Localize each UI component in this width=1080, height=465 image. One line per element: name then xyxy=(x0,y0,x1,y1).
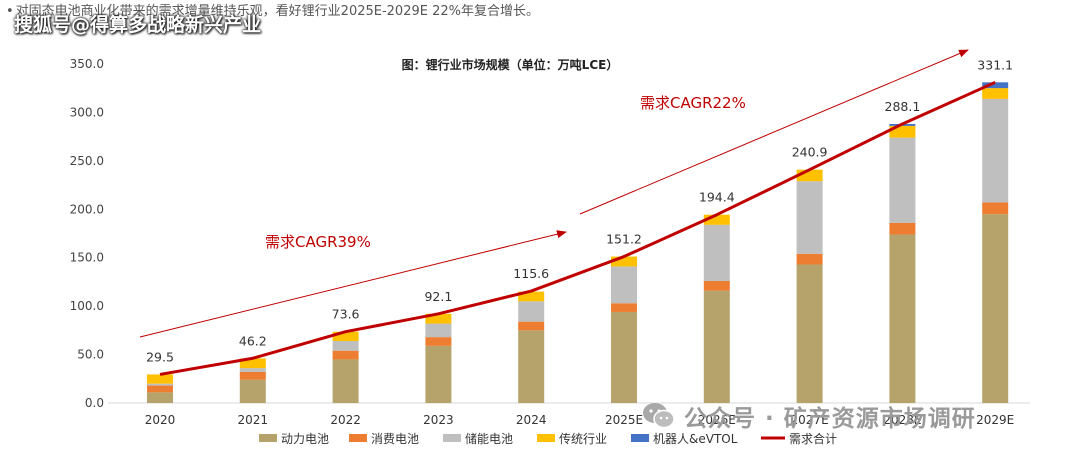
data-label: 331.1 xyxy=(977,57,1013,72)
y-tick-label: 100.0 xyxy=(70,299,104,313)
bar-segment xyxy=(518,330,545,403)
wechat-watermark: 公众号 · 矿产资源市场调研 xyxy=(642,398,976,434)
bar-segment xyxy=(518,321,545,331)
legend-label: 需求合计 xyxy=(789,431,837,446)
legend-swatch xyxy=(443,434,461,442)
bar-segment xyxy=(147,392,173,403)
data-label: 151.2 xyxy=(606,232,642,247)
bar-segment xyxy=(332,350,359,360)
header-caption: • 对固态电池商业化带来的需求增量维持乐观，看好锂行业2025E-2029E 22… xyxy=(0,0,1080,20)
x-tick-label: 2024 xyxy=(516,413,547,427)
bar-segment xyxy=(703,280,730,291)
legend-swatch xyxy=(349,434,367,442)
cagr-annotation: 需求CAGR39% xyxy=(265,233,371,251)
header-text: 对固态电池商业化带来的需求增量维持乐观，看好锂行业2025E-2029E 22%… xyxy=(15,4,539,19)
data-label: 92.1 xyxy=(424,289,452,304)
y-tick-label: 150.0 xyxy=(70,251,104,265)
bar-segment xyxy=(796,169,823,182)
x-tick-label: 2023 xyxy=(423,413,454,427)
legend-swatch xyxy=(259,434,277,442)
cagr-annotation: 需求CAGR22% xyxy=(640,94,746,112)
data-label: 288.1 xyxy=(885,99,921,114)
legend-label: 储能电池 xyxy=(465,431,513,446)
bar-segment xyxy=(703,214,730,225)
legend-swatch xyxy=(537,434,555,442)
y-tick-label: 50.0 xyxy=(77,348,104,362)
y-tick-label: 250.0 xyxy=(70,154,104,168)
bar-segment xyxy=(889,234,916,403)
bar-segment xyxy=(147,383,173,386)
y-tick-label: 0.0 xyxy=(85,396,104,410)
data-label: 194.4 xyxy=(699,190,735,205)
bar-segment xyxy=(796,253,823,265)
x-tick-label: 2020 xyxy=(145,413,176,427)
bullet-glyph: • xyxy=(6,4,14,19)
y-tick-label: 350.0 xyxy=(70,57,104,71)
bar-segment xyxy=(425,323,452,338)
data-label: 29.5 xyxy=(146,349,174,364)
bar-segment xyxy=(425,337,452,346)
bar-segment xyxy=(147,374,173,384)
x-tick-label: 2021 xyxy=(238,413,269,427)
data-label: 115.6 xyxy=(513,266,549,281)
wechat-icon xyxy=(643,403,675,429)
data-label: 46.2 xyxy=(239,333,267,348)
cagr-arrow-2020-2024 xyxy=(139,230,567,338)
bar-segment xyxy=(796,264,823,403)
y-tick-label: 300.0 xyxy=(70,105,104,119)
bar-segment xyxy=(518,291,545,302)
bar-segment xyxy=(239,368,266,373)
bar-segment xyxy=(982,202,1009,215)
bar-segment xyxy=(239,358,266,369)
chart-title: 图：锂行业市场规模（单位：万吨LCE） xyxy=(401,58,619,72)
legend-label: 机器人&eVTOL xyxy=(653,432,738,446)
legend-label: 动力电池 xyxy=(281,432,329,446)
bar-segment xyxy=(611,303,637,312)
bar-segment xyxy=(425,313,452,324)
y-tick-label: 200.0 xyxy=(70,202,104,216)
bar-segment xyxy=(703,224,730,281)
bar-segment xyxy=(796,181,823,254)
bar-segment xyxy=(889,222,916,235)
bar-segment xyxy=(982,214,1009,403)
bar-segment xyxy=(889,137,916,223)
demand-total-line xyxy=(159,80,996,376)
bar-segment xyxy=(982,98,1009,203)
bar-segment xyxy=(239,372,266,380)
x-tick-label: 2022 xyxy=(330,413,361,427)
x-tick-label: 2025E xyxy=(605,413,643,427)
data-label: 240.9 xyxy=(792,145,828,160)
bar-segment xyxy=(703,290,730,403)
bar-segment xyxy=(147,385,173,393)
data-label: 73.6 xyxy=(332,307,360,322)
x-tick-label: 2028E xyxy=(883,413,921,427)
cagr-arrow-2025-2029 xyxy=(579,49,969,215)
legend-swatch xyxy=(631,434,649,442)
watermark-text: 公众号 · 矿产资源市场调研 xyxy=(684,406,976,432)
bar-segment xyxy=(982,82,1009,89)
bar-segment xyxy=(332,359,359,403)
overlay-watermark: 搜狐号@得算多战略新兴产业 xyxy=(14,14,262,36)
x-tick-label: 2029E xyxy=(976,413,1014,427)
bar-segment xyxy=(611,266,637,304)
x-tick-label: 2026E xyxy=(698,413,736,427)
bar-segment xyxy=(611,311,637,403)
bar-segment xyxy=(332,331,359,342)
legend-label: 传统行业 xyxy=(559,431,607,446)
bar-segment xyxy=(518,301,545,322)
bar-segment xyxy=(611,256,637,267)
bar-segment xyxy=(239,379,266,403)
x-tick-label: 2027E xyxy=(791,413,829,427)
bar-segment xyxy=(425,345,452,403)
legend-label: 消费电池 xyxy=(371,432,419,446)
bar-segment xyxy=(982,88,1009,99)
bar-segment xyxy=(889,125,916,138)
bar-segment xyxy=(332,341,359,351)
